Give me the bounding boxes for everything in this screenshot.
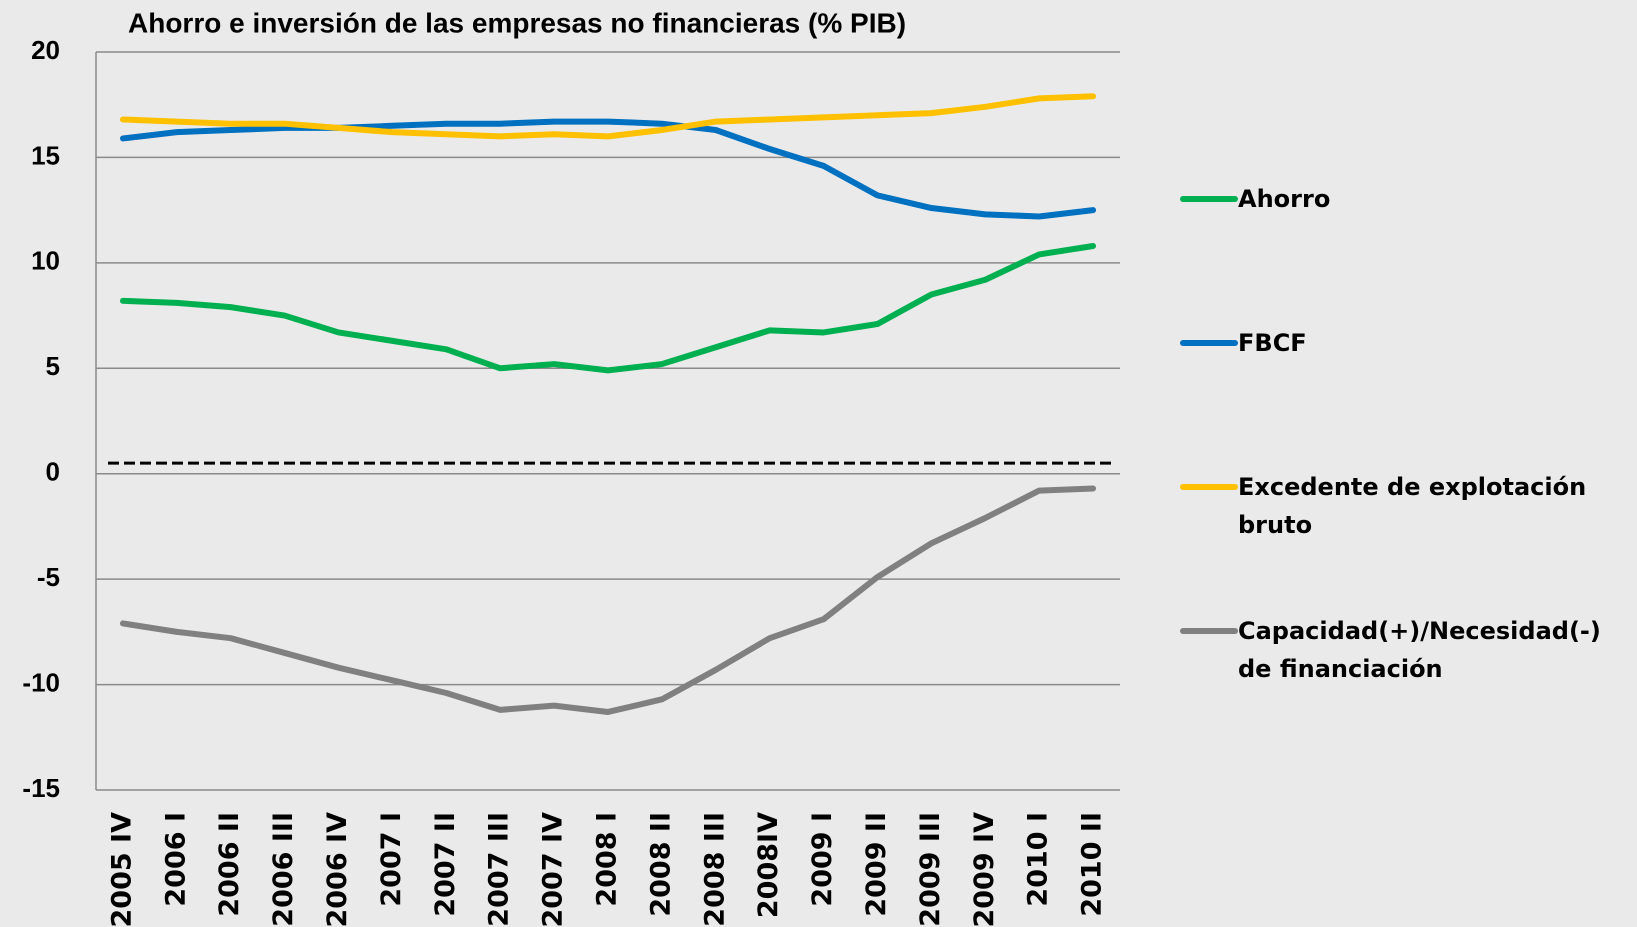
chart-title: Ahorro e inversión de las empresas no fi… [128, 7, 906, 38]
line-series [119, 118, 1097, 220]
legend-label: FBCF [1238, 329, 1307, 357]
x-tick-label: 2008IV [753, 812, 784, 918]
legend-swatch [1180, 340, 1238, 346]
x-tick-label: 2007 II [430, 812, 461, 917]
legend-label: Excedente de explotación bruto [1238, 473, 1587, 539]
x-tick-label: 2009 IV [969, 812, 1000, 927]
y-tick-label: 20 [31, 35, 60, 65]
legend-label: Capacidad(+)/Necesidad(-) de financiació… [1238, 617, 1601, 683]
x-tick-label: 2006 III [268, 812, 299, 927]
legend-item: Ahorro [1180, 180, 1630, 218]
x-tick-label: 2006 II [214, 812, 245, 917]
x-tick-label: 2009 I [807, 812, 838, 907]
y-tick-label: -5 [37, 562, 60, 592]
y-tick-label: 5 [46, 351, 60, 381]
x-tick-label: 2010 I [1023, 812, 1054, 907]
x-tick-label: 2008 I [592, 812, 623, 907]
legend-item: Capacidad(+)/Necesidad(-) de financiació… [1180, 612, 1630, 688]
legend-label: Ahorro [1238, 185, 1331, 213]
x-tick-label: 2009 II [861, 812, 892, 917]
x-tick-label: 2010 II [1077, 812, 1108, 917]
x-tick-label: 2009 III [915, 812, 946, 927]
legend-swatch [1180, 196, 1238, 202]
x-tick-label: 2005 IV [106, 812, 137, 927]
x-tick-label: 2006 IV [322, 812, 353, 927]
x-tick-label: 2008 III [699, 812, 730, 927]
x-tick-label: 2006 I [160, 812, 191, 907]
y-tick-label: -10 [22, 667, 60, 697]
y-tick-label: -15 [22, 773, 60, 803]
line-series [119, 242, 1097, 374]
legend-item: Excedente de explotación bruto [1180, 468, 1630, 544]
legend-item: FBCF [1180, 324, 1630, 362]
legend-swatch [1180, 628, 1238, 634]
x-tick-label: 2007 I [376, 812, 407, 907]
line-series [119, 93, 1097, 140]
line-series [119, 485, 1097, 715]
legend-swatch [1180, 484, 1238, 490]
y-tick-label: 10 [31, 246, 60, 276]
x-tick-label: 2008 II [645, 812, 676, 917]
x-tick-label: 2007 IV [538, 812, 569, 927]
x-tick-label: 2007 III [484, 812, 515, 927]
y-tick-label: 15 [31, 140, 60, 170]
y-tick-label: 0 [46, 457, 60, 487]
